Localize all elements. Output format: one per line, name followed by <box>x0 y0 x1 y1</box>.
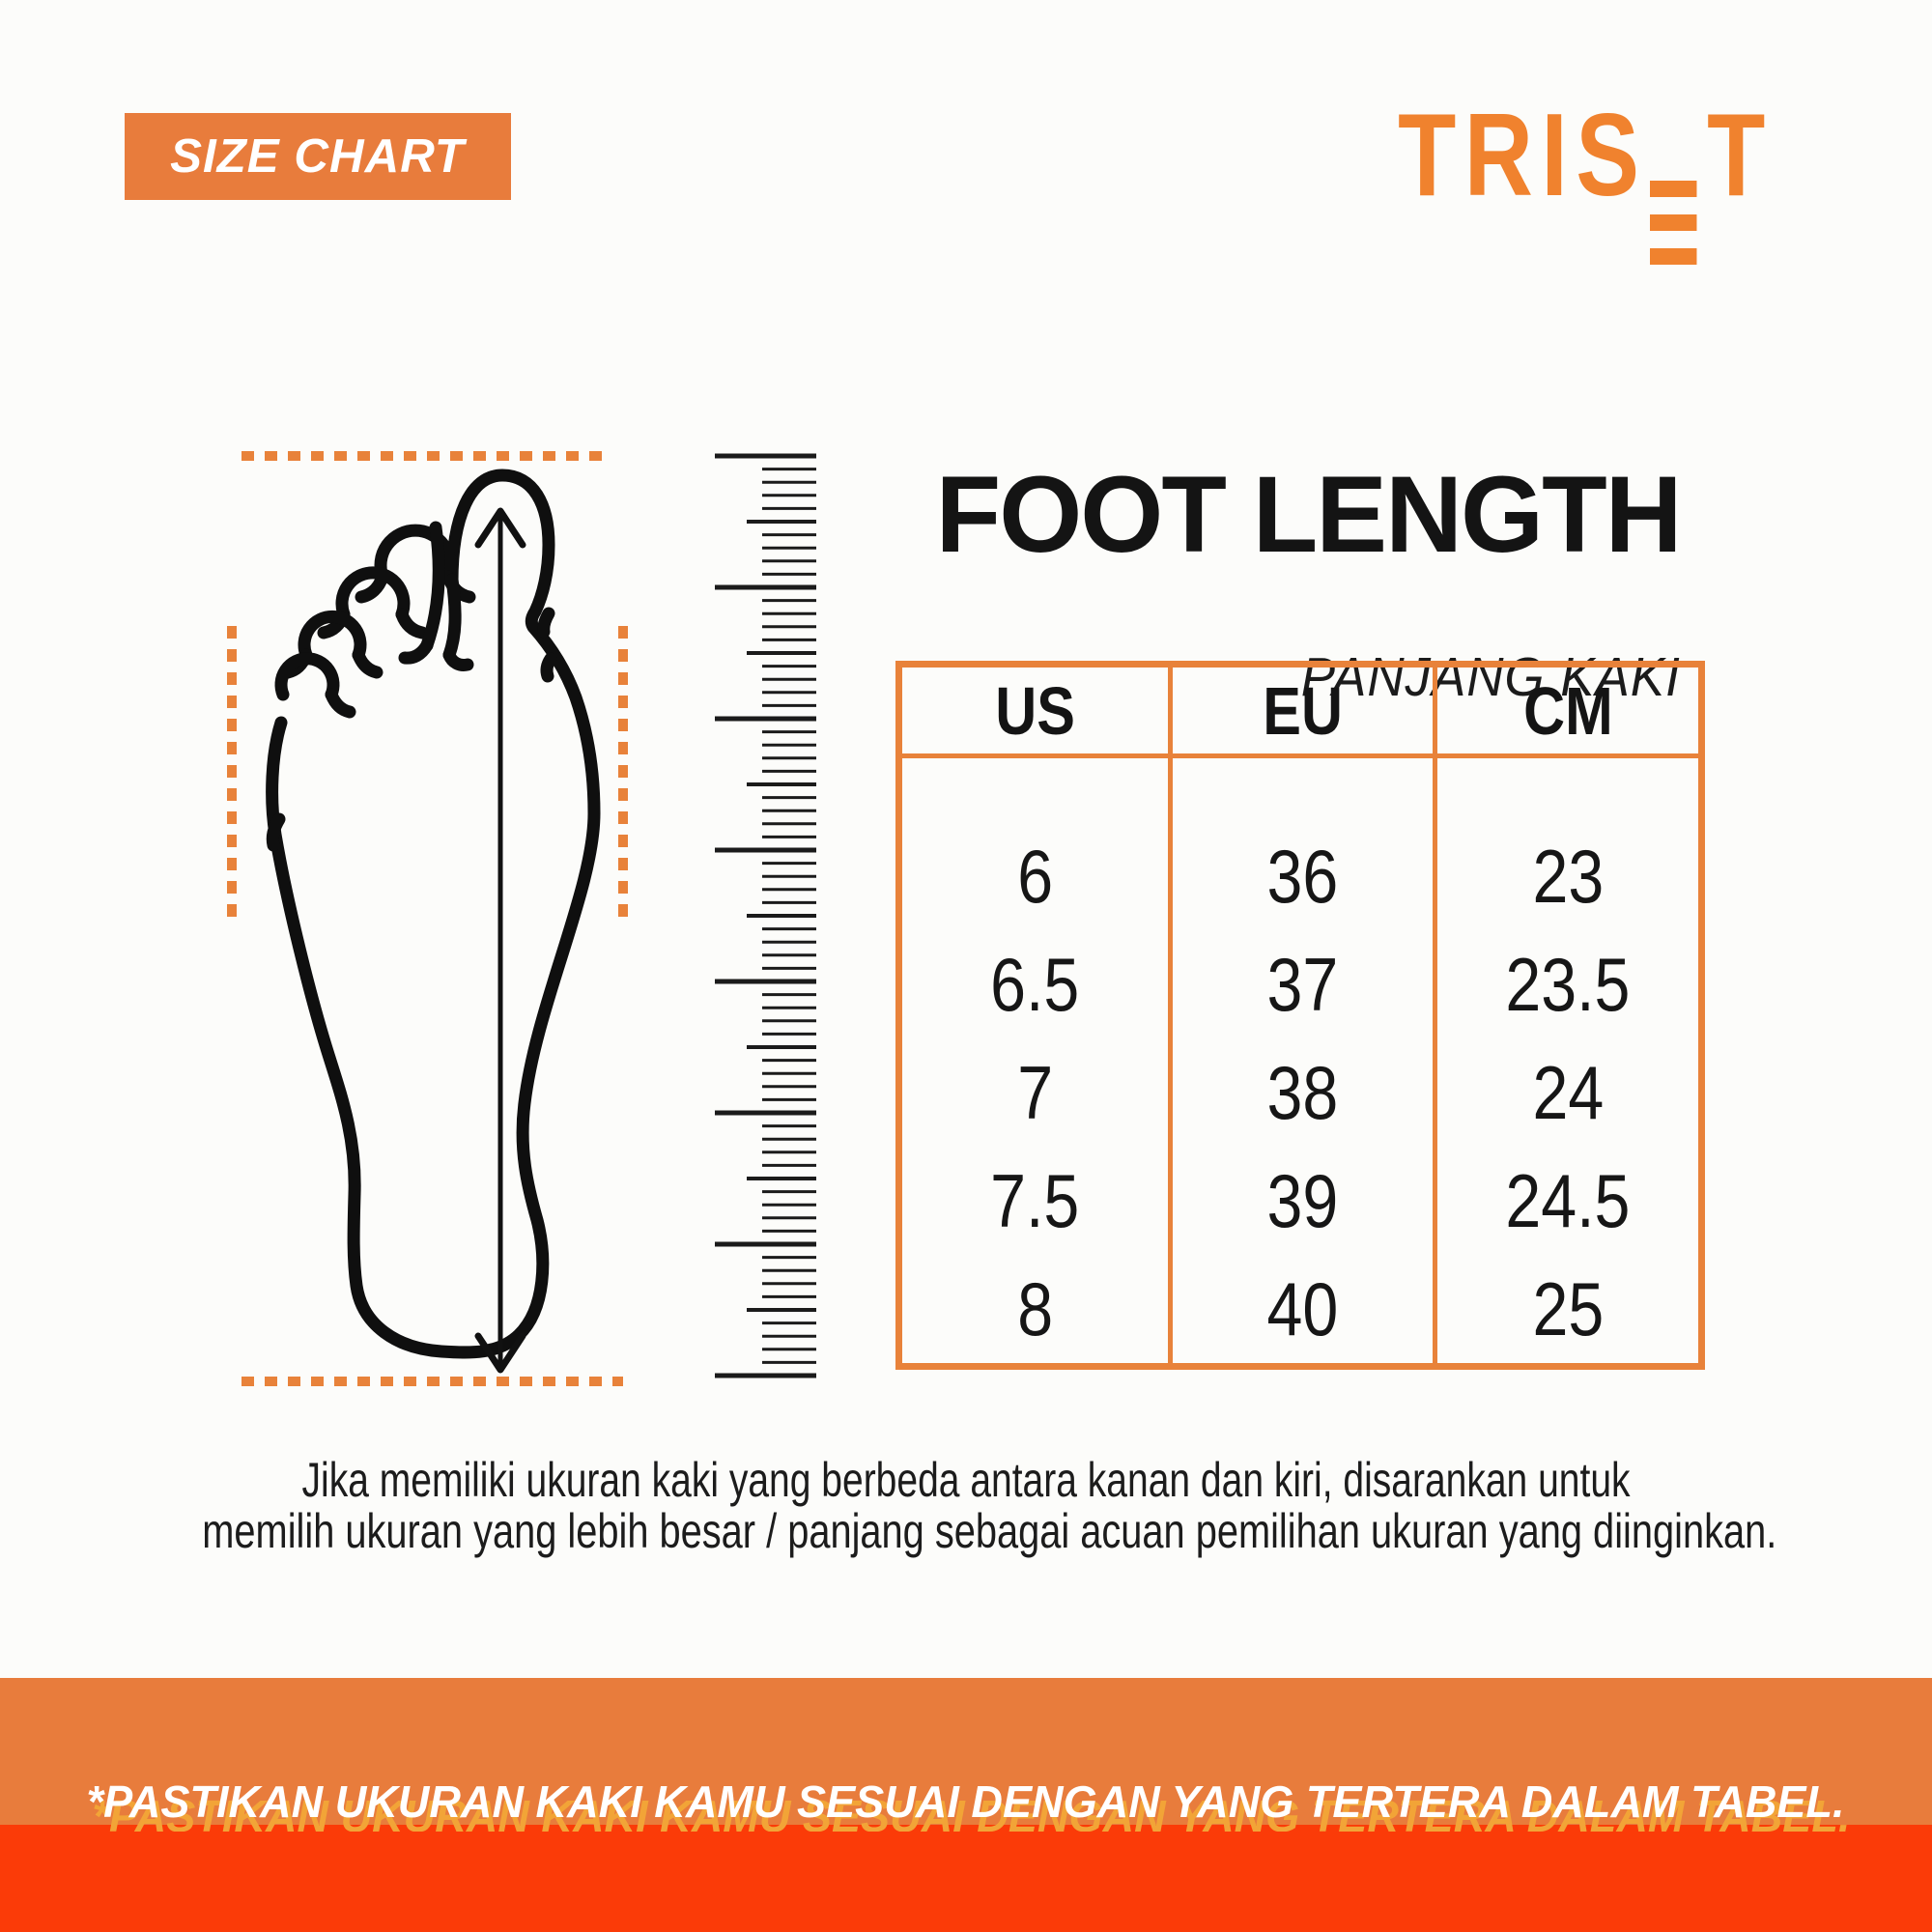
column-header-eu: EU <box>1167 668 1434 753</box>
size-table-body: 6 6.5 7 7.5 8 36 37 38 39 40 23 23.5 24 … <box>902 758 1698 1363</box>
size-column-cm: 23 23.5 24 24.5 25 <box>1433 758 1698 1363</box>
size-cell: 24.5 <box>1505 1157 1631 1243</box>
size-table-header-row: US EU CM <box>902 668 1698 758</box>
brand-letter: S <box>1576 89 1640 220</box>
foot-outline-illustration <box>227 451 628 1386</box>
size-cell: 39 <box>1266 1157 1339 1243</box>
brand-letter: T <box>1398 89 1457 220</box>
column-header-us: US <box>994 672 1075 749</box>
size-cell: 24 <box>1532 1049 1605 1135</box>
column-header-cm: CM <box>1433 668 1698 753</box>
size-cell: 36 <box>1266 833 1339 919</box>
size-chart-badge: SIZE CHART <box>125 113 511 200</box>
size-cell: 38 <box>1266 1049 1339 1135</box>
ruler-illustration <box>715 453 816 1378</box>
size-table: US EU CM 6 6.5 7 7.5 8 36 37 38 39 40 23… <box>895 661 1705 1370</box>
size-cell: 23.5 <box>1505 941 1631 1027</box>
size-column-us: 6 6.5 7 7.5 8 <box>902 758 1168 1363</box>
size-cell: 7 <box>1016 1049 1053 1135</box>
advisory-note: Jika memiliki ukuran kaki yang berbeda a… <box>0 1455 1932 1557</box>
advisory-note-line-1: Jika memiliki ukuran kaki yang berbeda a… <box>301 1453 1631 1507</box>
brand-letter: I <box>1541 89 1569 220</box>
brand-letter: T <box>1707 89 1766 220</box>
footer-red-band <box>0 1825 1932 1932</box>
foot-length-arrow-icon <box>474 507 526 1374</box>
foot-outline <box>266 469 601 1359</box>
brand-letter: R <box>1464 89 1534 220</box>
size-cell: 25 <box>1532 1265 1605 1351</box>
size-cell: 7.5 <box>990 1157 1080 1243</box>
figure-title: FOOT LENGTH <box>936 454 1683 575</box>
brand-logo: T R I S T <box>1396 89 1768 265</box>
measure-guide-dotted-lines <box>227 451 628 1386</box>
footer-orange-band <box>0 1678 1932 1825</box>
brand-letter-e-icon <box>1650 181 1697 265</box>
size-chart-badge-label: SIZE CHART <box>170 130 466 183</box>
size-cell: 40 <box>1266 1265 1339 1351</box>
size-cell: 6.5 <box>990 941 1080 1027</box>
size-column-eu: 36 37 38 39 40 <box>1167 758 1434 1363</box>
size-cell: 8 <box>1016 1265 1053 1351</box>
advisory-note-line-2: memilih ukuran yang lebih besar / panjan… <box>202 1504 1777 1558</box>
footer-warning: *PASTIKAN UKURAN KAKI KAMU SESUAI DENGAN… <box>86 1776 1845 1827</box>
size-cell: 23 <box>1532 833 1605 919</box>
size-cell: 37 <box>1266 941 1339 1027</box>
size-cell: 6 <box>1016 833 1053 919</box>
figure-subtitle: PANJANG KAKI <box>1301 646 1681 708</box>
